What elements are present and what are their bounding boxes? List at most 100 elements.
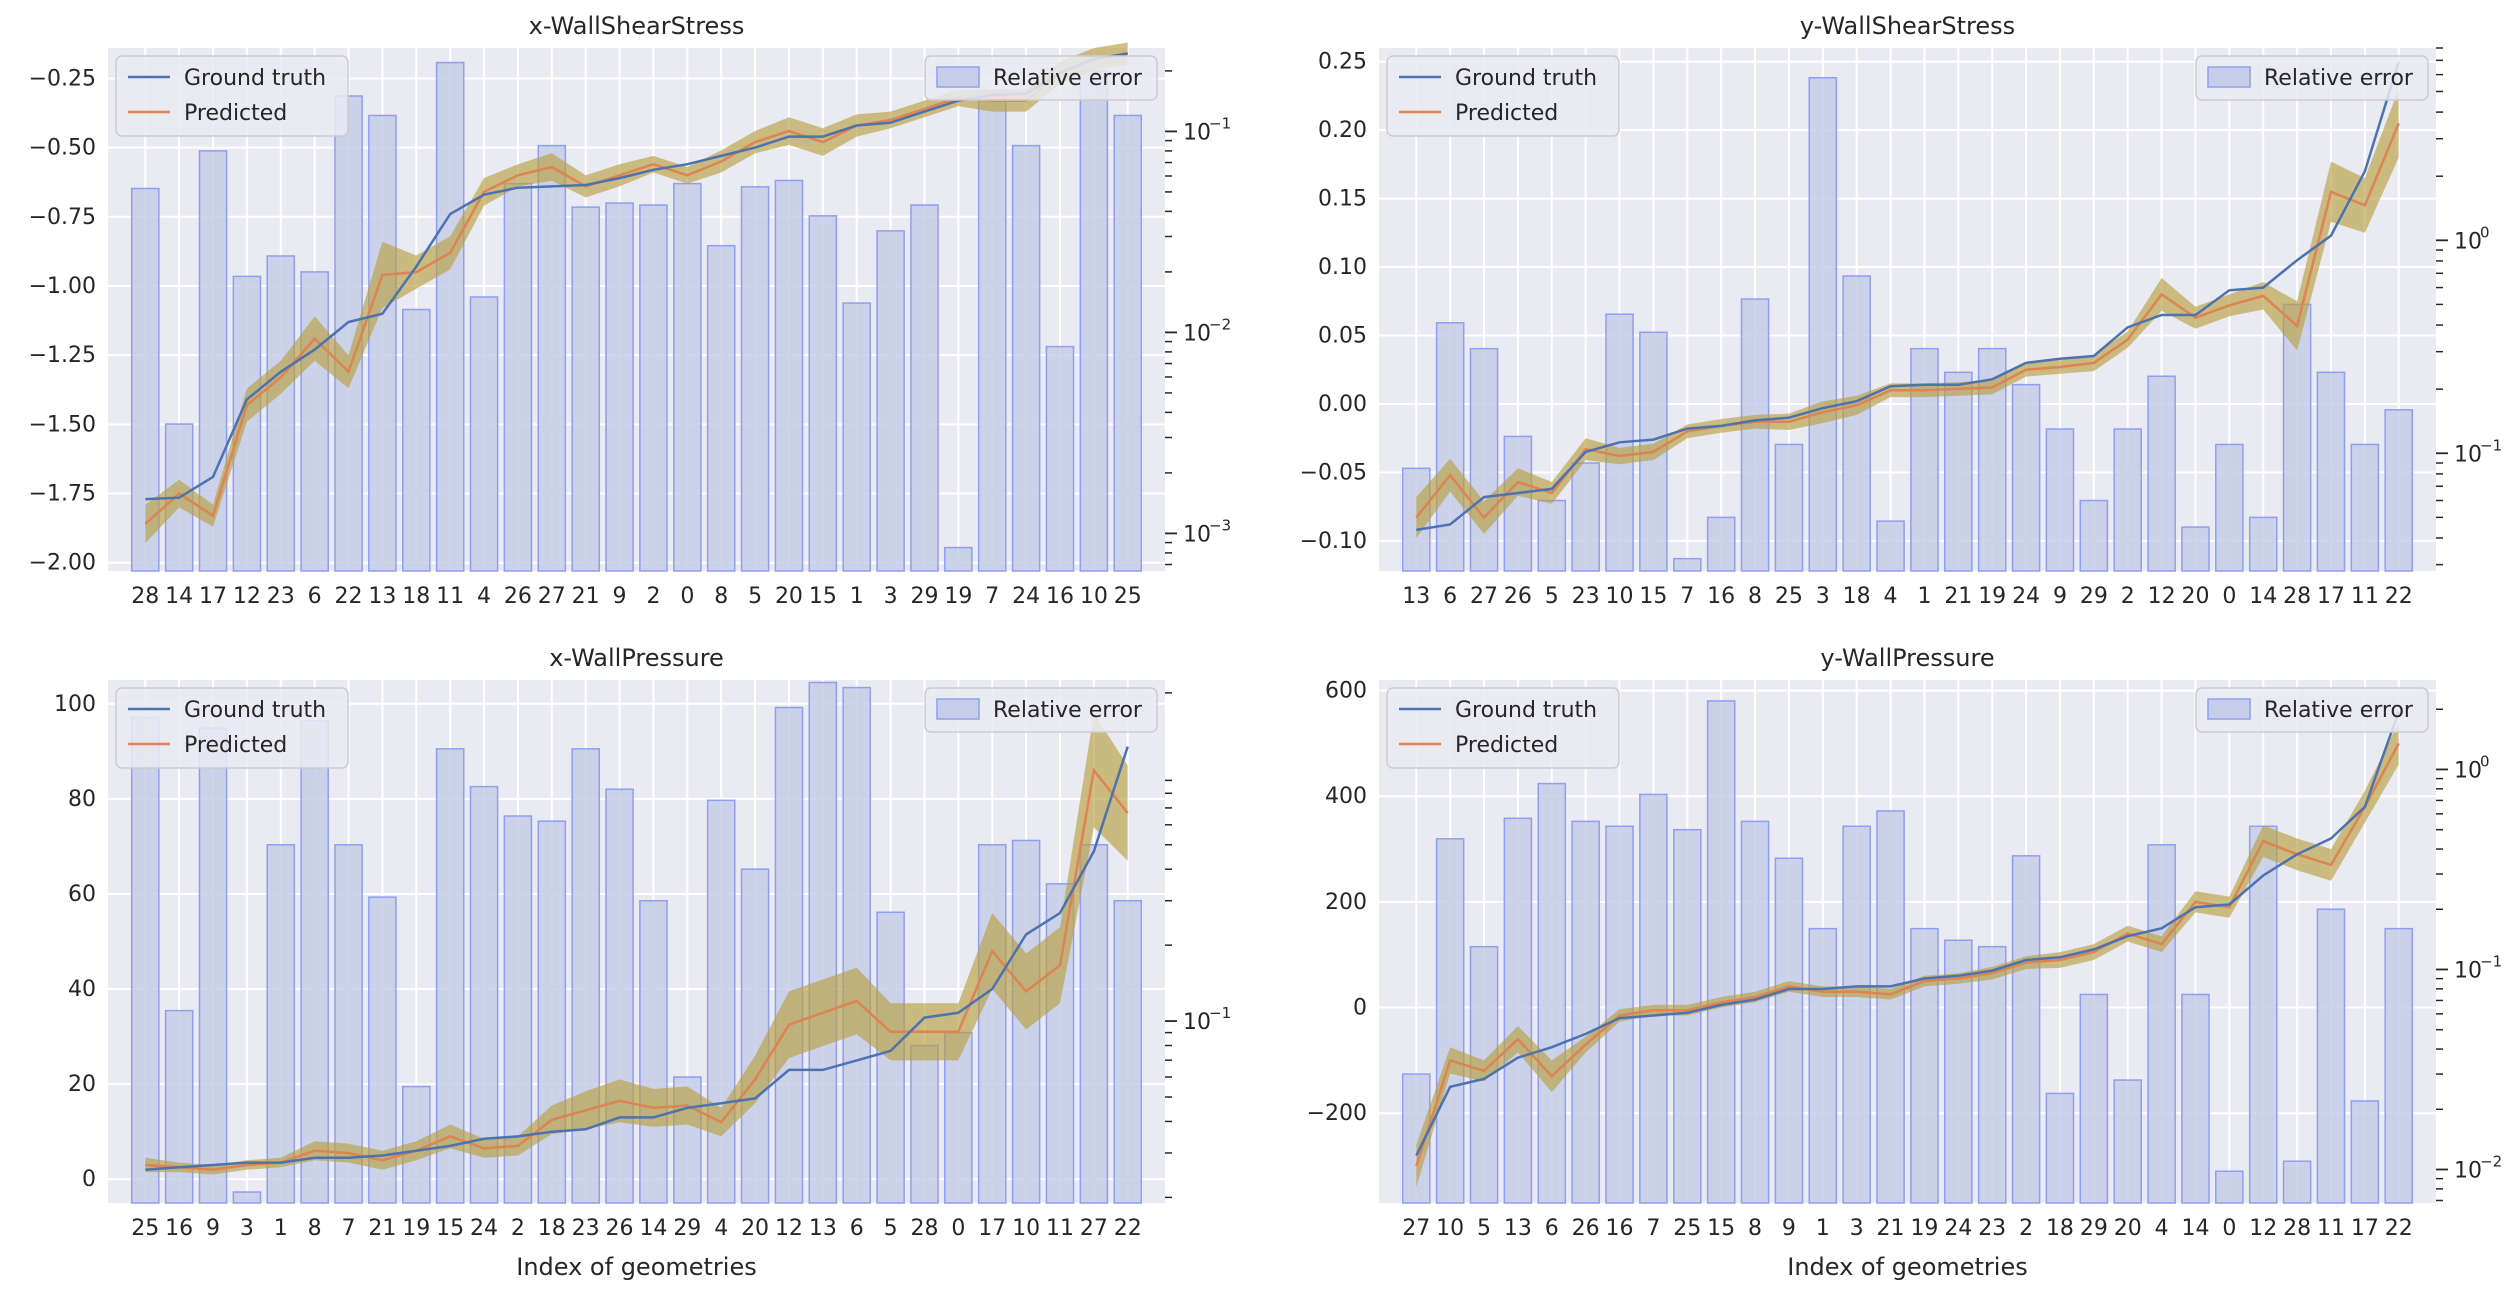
y-tick-label: 400 bbox=[1325, 784, 1367, 809]
x-tick-label: 2 bbox=[2121, 584, 2135, 609]
error-bar bbox=[1910, 347, 1939, 572]
error-bar bbox=[1740, 298, 1770, 572]
bar-legend: Relative error bbox=[2195, 687, 2429, 733]
y-tick-label: 0.25 bbox=[1318, 50, 1367, 75]
x-tick-label: 2 bbox=[2019, 1216, 2033, 1241]
error-bar bbox=[232, 1191, 262, 1204]
x-tick-label: 4 bbox=[477, 584, 491, 609]
x-tick-label: 23 bbox=[1978, 1216, 2006, 1241]
x-tick-label: 12 bbox=[2148, 584, 2176, 609]
x-tick-label: 7 bbox=[985, 584, 999, 609]
x-tick-label: 16 bbox=[1606, 1216, 1634, 1241]
error-bar bbox=[706, 244, 736, 572]
x-tick-label: 2 bbox=[511, 1216, 525, 1241]
x-tick-label: 17 bbox=[978, 1216, 1006, 1241]
x-tick-label: 16 bbox=[165, 1216, 193, 1241]
x-tick-label: 13 bbox=[1402, 584, 1430, 609]
line-legend: Ground truth Predicted bbox=[1386, 55, 1620, 137]
x-tick-label: 19 bbox=[944, 584, 972, 609]
x-tick-label: 14 bbox=[639, 1216, 667, 1241]
error-bar bbox=[1944, 371, 1973, 572]
error-bar bbox=[2248, 516, 2278, 572]
x-tick-label: 10 bbox=[1606, 584, 1634, 609]
x-tick-label: 11 bbox=[436, 584, 464, 609]
y-tick-label: −0.75 bbox=[29, 205, 96, 230]
error-bar bbox=[469, 296, 499, 572]
x-tick-label: 29 bbox=[673, 1216, 701, 1241]
error-bar bbox=[639, 204, 668, 572]
error-bar bbox=[876, 230, 905, 572]
x-tick-label: 22 bbox=[2385, 584, 2413, 609]
x-tick-label: 18 bbox=[1843, 584, 1871, 609]
x-tick-label: 18 bbox=[538, 1216, 566, 1241]
legend-box bbox=[1386, 55, 1620, 137]
error-bar bbox=[2350, 1100, 2380, 1204]
error-bar bbox=[774, 179, 804, 572]
error-bar bbox=[1808, 927, 1838, 1204]
error-bar bbox=[2215, 443, 2244, 572]
y-tick-label: 60 bbox=[68, 882, 96, 907]
x-tick-label: 8 bbox=[1748, 584, 1762, 609]
x-tick-label: 24 bbox=[2012, 584, 2040, 609]
y2-tick-exponent: −1 bbox=[2480, 436, 2502, 454]
x-tick-label: 16 bbox=[1046, 584, 1074, 609]
y2-tick-exponent: −1 bbox=[1209, 114, 1231, 132]
y2-tick-label: 10 bbox=[2454, 958, 2482, 983]
x-tick-label: 12 bbox=[233, 584, 261, 609]
legend-relative-error-swatch bbox=[936, 698, 980, 720]
panel-title: x-WallPressure bbox=[549, 644, 724, 672]
legend-box bbox=[115, 55, 349, 137]
error-bar bbox=[1977, 945, 2007, 1204]
x-tick-label: 21 bbox=[1877, 1216, 1905, 1241]
x-tick-label: 10 bbox=[1436, 1216, 1464, 1241]
x-tick-label: 22 bbox=[2385, 1216, 2413, 1241]
y-tick-label: 0.00 bbox=[1318, 392, 1367, 417]
error-bar bbox=[910, 1044, 939, 1204]
error-bar bbox=[2045, 428, 2075, 572]
x-tick-label: 0 bbox=[2222, 584, 2236, 609]
error-bar bbox=[2181, 526, 2210, 572]
x-tick-label: 28 bbox=[910, 1216, 938, 1241]
error-bar bbox=[605, 202, 634, 572]
error-bar bbox=[571, 206, 600, 572]
legend-box bbox=[115, 687, 349, 769]
x-tick-label: 9 bbox=[1782, 1216, 1796, 1241]
bar-legend: Relative error bbox=[924, 55, 1158, 101]
legend-predicted-label: Predicted bbox=[184, 101, 287, 126]
x-tick-label: 19 bbox=[1978, 584, 2006, 609]
x-tick-label: 11 bbox=[1046, 1216, 1074, 1241]
y2-tick-label: 10 bbox=[1183, 1010, 1211, 1035]
y-tick-label: 100 bbox=[54, 692, 96, 717]
y-tick-label: −2.00 bbox=[29, 551, 96, 576]
error-bar bbox=[977, 89, 1007, 572]
x-tick-label: 14 bbox=[2249, 584, 2277, 609]
x-tick-label: 25 bbox=[1673, 1216, 1701, 1241]
predicted-line bbox=[145, 767, 1129, 1171]
x-tick-label: 16 bbox=[1707, 584, 1735, 609]
y2-tick-exponent: −1 bbox=[2480, 952, 2502, 970]
y-tick-label: 600 bbox=[1325, 679, 1367, 704]
y-tick-label: −0.10 bbox=[1300, 529, 1367, 554]
x-tick-label: 0 bbox=[680, 584, 694, 609]
error-bar bbox=[469, 785, 499, 1204]
line-legend: Ground truth Predicted bbox=[1386, 687, 1620, 769]
y2-tick-label: 10 bbox=[2454, 442, 2482, 467]
error-bar bbox=[1808, 76, 1838, 572]
panel-title: x-WallShearStress bbox=[529, 12, 745, 40]
y-tick-label: −0.05 bbox=[1300, 460, 1367, 485]
legend-relative-error-swatch bbox=[2207, 66, 2251, 88]
x-tick-label: 24 bbox=[1012, 584, 1040, 609]
x-tick-label: 26 bbox=[1504, 584, 1532, 609]
x-tick-label: 24 bbox=[470, 1216, 498, 1241]
legend-ground-truth-label: Ground truth bbox=[184, 66, 326, 91]
panel-0: −2.00 −1.75 −1.50 −1.25 −1.00 −0.75 −0.50 −0.25… bbox=[29, 12, 1232, 609]
x-tick-label: 19 bbox=[402, 1216, 430, 1241]
x-tick-label: 20 bbox=[741, 1216, 769, 1241]
x-tick-label: 4 bbox=[1884, 584, 1898, 609]
x-axis-label: Index of geometries bbox=[1787, 1253, 2028, 1281]
legend-box bbox=[924, 687, 1158, 733]
x-tick-label: 17 bbox=[199, 584, 227, 609]
y-tick-label: −0.25 bbox=[29, 66, 96, 91]
